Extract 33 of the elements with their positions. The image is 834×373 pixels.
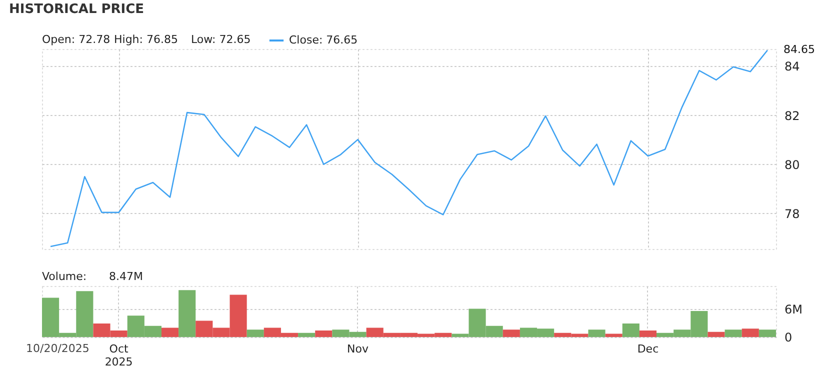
y-tick-label: 6M: [784, 302, 802, 317]
bar: [588, 330, 606, 337]
text: Low: 72.65: [191, 33, 251, 46]
text: 8.47M: [109, 270, 143, 283]
bar: [758, 330, 776, 337]
line-series: [50, 50, 768, 248]
bar: [298, 332, 316, 337]
y-tick-label: 78: [784, 206, 800, 221]
text: Open: 72.78: [42, 33, 110, 46]
chart-title: HISTORICAL PRICE: [9, 2, 144, 17]
bar: [605, 334, 622, 337]
x-tick-label: Oct 2025: [104, 342, 133, 368]
x-tick-label: Nov: [347, 342, 370, 356]
bar: [708, 332, 725, 337]
bar: [161, 328, 179, 337]
x-tick-label: Dec: [637, 342, 659, 356]
bar: [742, 328, 759, 337]
text: 10/20/2025: [26, 342, 90, 355]
bar: [639, 330, 657, 337]
text: Volume:: [42, 270, 87, 283]
bar: [315, 330, 332, 337]
bar: [178, 290, 196, 337]
y-tick-label: 80: [784, 158, 800, 172]
y-tick-label: 82: [784, 108, 800, 123]
bar: [622, 324, 640, 337]
bar: [246, 330, 264, 337]
bar: [724, 330, 742, 337]
y-tick-label: 84: [784, 60, 800, 74]
text: High: 76.85: [114, 33, 178, 46]
y-tick-label: 0: [784, 330, 792, 344]
data-label: 84.65: [783, 43, 815, 56]
bar: [502, 330, 520, 337]
legend-label: Close: 76.65: [289, 34, 358, 46]
